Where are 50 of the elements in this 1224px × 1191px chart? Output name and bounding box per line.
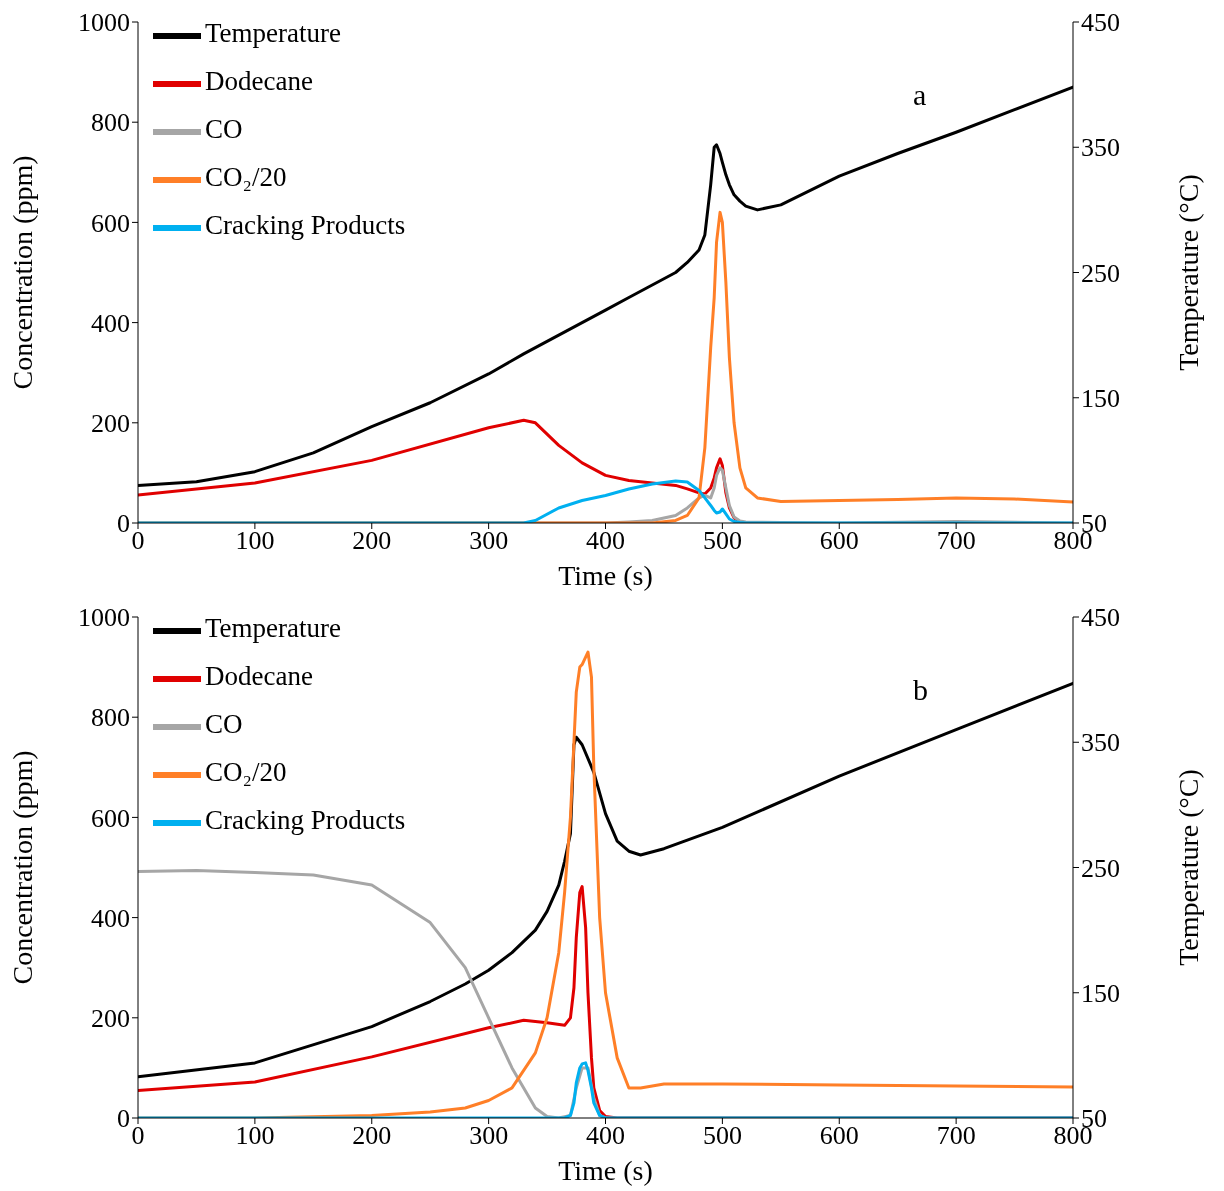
y-tick-label: 600 [91,208,130,238]
y2-axis-title: Temperature (°C) [1172,769,1204,966]
y-tick-label: 200 [91,409,130,439]
x-tick-label: 300 [469,526,509,556]
annotation: b [913,673,928,707]
legend-label: CO₂/20 [205,162,287,193]
x-axis-title: Time (s) [558,1155,653,1186]
y2-tick-label: 150 [1081,978,1120,1008]
annotation: a [913,78,927,112]
y2-tick-label: 450 [1081,603,1120,633]
y2-tick-label: 350 [1081,133,1120,163]
y-tick-label: 800 [91,108,130,138]
legend-label: Temperature [205,18,342,49]
x-tick-label: 400 [586,526,625,556]
x-tick-label: 500 [702,526,742,556]
x-tick-label: 700 [936,1121,976,1151]
legend-label: CO₂/20 [205,757,287,788]
legend-label: Cracking Products [205,210,406,241]
x-tick-label: 500 [702,1121,742,1151]
y2-tick-label: 350 [1081,728,1120,758]
y2-tick-label: 150 [1081,383,1120,413]
legend-label: CO [205,114,243,145]
y2-tick-label: 450 [1081,8,1120,38]
x-tick-label: 600 [819,526,859,556]
legend-label: Temperature [205,613,342,644]
y-tick-label: 600 [91,803,130,833]
y2-tick-label: 250 [1081,853,1120,883]
y2-axis-title: Temperature (°C) [1172,174,1204,371]
x-tick-label: 100 [235,526,275,556]
y-tick-label: 800 [91,703,130,733]
x-tick-label: 600 [819,1121,859,1151]
y-tick-label: 1000 [78,8,130,38]
y2-tick-label: 250 [1081,258,1120,288]
x-tick-label: 200 [352,526,392,556]
legend-label: Dodecane [205,661,313,692]
legend-label: Cracking Products [205,805,406,836]
legend-label: CO [205,709,243,740]
x-tick-label: 200 [352,1121,392,1151]
y-tick-label: 400 [91,308,130,338]
y-axis-title: Concentration (ppm) [6,155,38,390]
y-tick-label: 1000 [78,603,130,633]
y-tick-label: 200 [91,1004,130,1034]
x-tick-label: 400 [586,1121,625,1151]
x-tick-label: 300 [469,1121,509,1151]
x-tick-label: 100 [235,1121,275,1151]
y-tick-label: 400 [91,903,130,933]
x-axis-title: Time (s) [558,560,653,591]
legend-label: Dodecane [205,66,313,97]
x-tick-label: 700 [936,526,976,556]
y-axis-title: Concentration (ppm) [6,750,38,985]
